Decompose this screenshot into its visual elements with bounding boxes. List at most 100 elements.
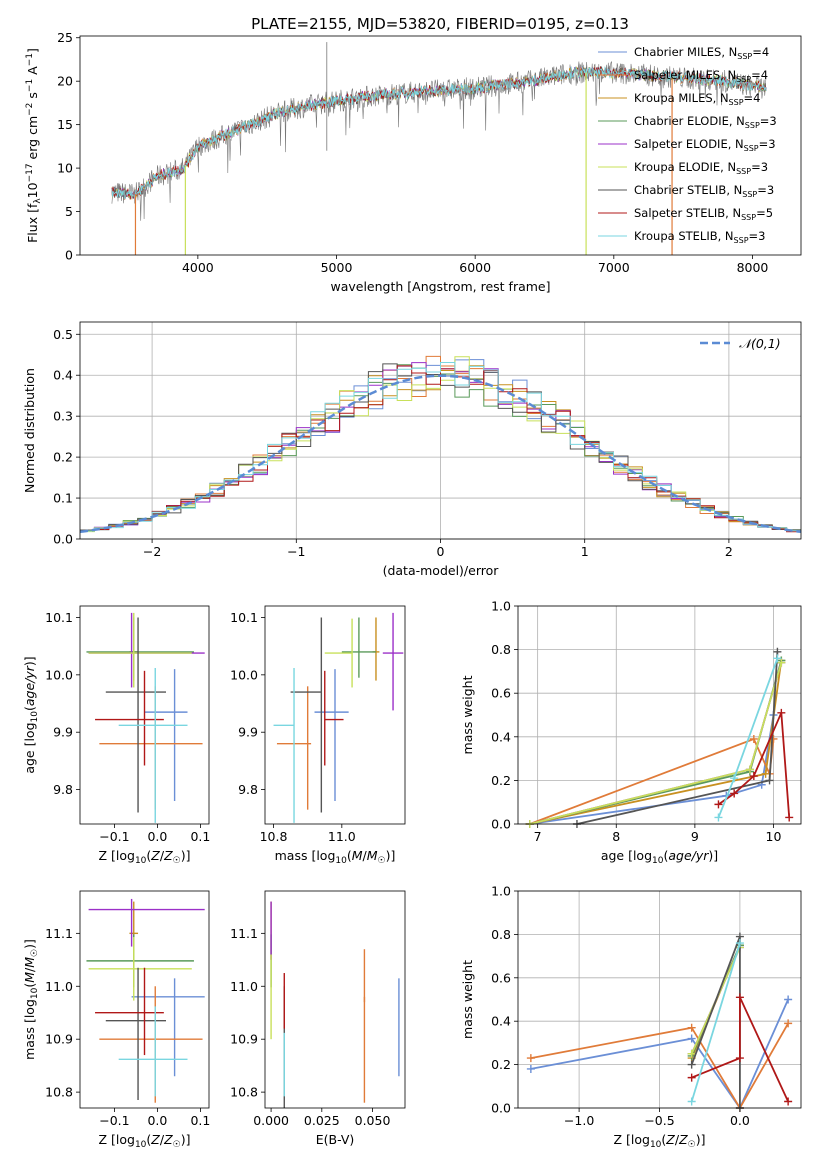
normal-curve [79, 374, 802, 534]
y-tick-label: 10.8 [45, 1085, 73, 1100]
weight-marker [687, 1049, 696, 1058]
y-tick-label: 0 [65, 248, 73, 263]
y-tick-label: 0.2 [53, 450, 73, 465]
y-tick-label: 10.9 [45, 1032, 73, 1047]
legend-label: Chabrier MILES, NSSP=4 [634, 45, 769, 61]
y-tick-label: 0.8 [491, 927, 511, 942]
y-axis-label: age [log10(age/yr)] [22, 656, 40, 773]
weight-line [529, 714, 775, 825]
legend-label: Kroupa STELIB, NSSP=3 [634, 229, 765, 245]
x-tick-label: 0 [437, 544, 445, 559]
y-tick-label: 9.9 [53, 725, 73, 740]
x-tick-label: 0.1 [190, 829, 210, 844]
y-tick-label: 0.3 [53, 409, 73, 424]
legend-label: Salpeter ELODIE, NSSP=3 [634, 137, 776, 153]
x-tick-label: 0.0 [147, 829, 167, 844]
axes-frame [517, 890, 802, 1109]
weight-marker [761, 769, 770, 778]
weight-marker [784, 1019, 793, 1028]
weight-marker [777, 658, 786, 667]
y-tick-label: 9.8 [53, 782, 73, 797]
weight-line [530, 999, 789, 1110]
y-tick-label: 10.1 [45, 610, 73, 625]
x-tick-label: 0.050 [355, 1113, 391, 1128]
weight-marker [749, 734, 758, 743]
y-tick-label: 0.4 [491, 729, 511, 744]
y-tick-label: 10.9 [230, 1032, 258, 1047]
panel-mass_vs_ebv: 0.000 0.025 0.050 10.8 10.9 11.0 11.1 E(B-V) [230, 890, 406, 1147]
y-tick-label: 0.6 [491, 970, 511, 985]
weight-marker [773, 654, 782, 663]
weight-marker [687, 1097, 696, 1106]
y-tick-label: 0.5 [53, 327, 73, 342]
x-tick-label: 8 [612, 829, 620, 844]
x-tick-label: 0.0 [147, 1113, 167, 1128]
y-tick-label: 10.1 [230, 610, 258, 625]
axes-frame [79, 35, 802, 256]
y-axis-label: Normed distribution [22, 368, 37, 493]
panel-weight_vs_age: 7 8 9 10 0.0 0.2 0.4 0.6 0.8 1.0 age [log10(age/yr… [460, 599, 802, 866]
weight-marker [730, 774, 739, 783]
y-tick-label: 1.0 [491, 884, 511, 899]
x-axis-label: E(B-V) [316, 1132, 355, 1147]
weight-marker [687, 1023, 696, 1032]
weight-line [691, 996, 789, 1102]
x-tick-label: −0.1 [99, 1113, 129, 1128]
x-tick-label: −1 [287, 544, 305, 559]
x-tick-label: −2 [143, 544, 161, 559]
weight-line [717, 657, 779, 818]
weight-marker [735, 993, 744, 1002]
weight-marker [714, 813, 723, 822]
weight-line [717, 712, 791, 818]
panel-age_vs_mass: 10.8 11.0 9.8 9.9 10.0 10.1 mass [log10(M/M☉)] [230, 605, 406, 866]
weight-line [576, 651, 779, 825]
y-tick-label: 11.0 [45, 979, 73, 994]
weight-marker [687, 1073, 696, 1082]
weight-marker [714, 800, 723, 809]
legend-label: Kroupa ELODIE, NSSP=3 [634, 160, 768, 176]
y-tick-label: 11.0 [230, 979, 258, 994]
panel-residuals: −2 −1 0 1 2 0.0 0.1 0.2 0.3 0.4 0.5 𝒩(0,1) (data-mod… [22, 321, 802, 578]
x-tick-label: 2 [725, 544, 733, 559]
panel-mass_vs_Z: −0.1 0.0 0.1 10.8 10.9 11.0 11.1 Z [log10(Z/Z☉)… [22, 890, 210, 1150]
axes-frame [79, 605, 210, 825]
weight-marker [735, 1054, 744, 1063]
figure-title: PLATE=2155, MJD=53820, FIBERID=0195, z=0… [251, 15, 629, 33]
x-axis-label: age [log10(age/yr)] [601, 848, 718, 866]
y-tick-label: 0.6 [491, 686, 511, 701]
y-tick-label: 0.1 [53, 491, 73, 506]
axes-frame [79, 321, 802, 540]
x-axis-label: mass [log10(M/M☉)] [275, 848, 396, 866]
weight-marker [777, 708, 786, 717]
y-tick-label: 0.2 [491, 773, 511, 788]
weight-marker [745, 765, 754, 774]
x-tick-label: 0.0 [730, 1113, 750, 1128]
x-tick-label: 6000 [459, 260, 491, 275]
x-tick-label: 7000 [598, 260, 630, 275]
y-tick-label: 11.1 [230, 926, 258, 941]
plot-layer: 4000 5000 6000 7000 80000510152025wavelength… [22, 30, 802, 1150]
x-tick-label: 8000 [737, 260, 769, 275]
model-spectrum [111, 66, 767, 200]
y-tick-label: 0.8 [491, 642, 511, 657]
y-tick-label: 15 [57, 117, 73, 132]
y-axis-label: mass [log10(M/M☉)] [22, 939, 40, 1060]
weight-marker [784, 995, 793, 1004]
y-tick-label: 0.2 [491, 1057, 511, 1072]
legend-label: Chabrier ELODIE, NSSP=3 [634, 114, 777, 130]
weight-marker [749, 772, 758, 781]
x-tick-label: 7 [534, 829, 542, 844]
x-tick-label: 5000 [321, 260, 353, 275]
y-axis-label: mass weight [460, 960, 475, 1039]
legend-label: Kroupa MILES, NSSP=4 [634, 91, 760, 107]
x-axis-label: Z [log10(Z/Z☉)] [98, 848, 190, 866]
y-tick-label: 5 [65, 204, 73, 219]
y-tick-label: 0.0 [491, 817, 511, 832]
x-tick-label: 10 [766, 829, 782, 844]
weight-marker [687, 1034, 696, 1043]
x-tick-label: 9 [691, 829, 699, 844]
axes-frame [79, 890, 210, 1109]
x-tick-label: 4000 [182, 260, 214, 275]
weight-marker [785, 813, 794, 822]
